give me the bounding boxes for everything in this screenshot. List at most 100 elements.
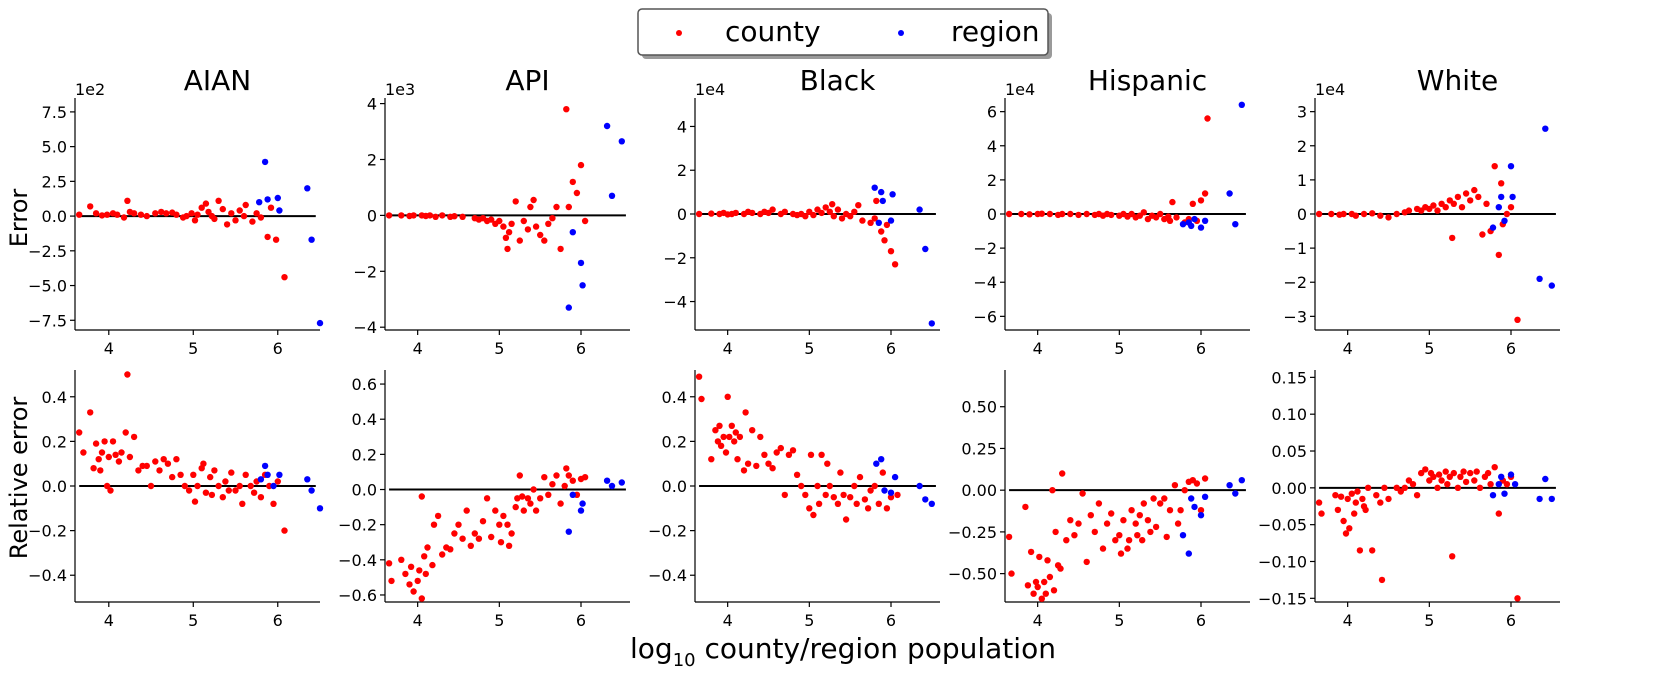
county-point	[553, 472, 560, 479]
y-tick-label: 0	[987, 205, 997, 224]
county-point	[1430, 473, 1437, 480]
county-point	[527, 203, 534, 211]
county-point	[1360, 210, 1368, 218]
county-point	[802, 213, 809, 220]
county-point	[1038, 595, 1046, 602]
x-tick-label: 6	[273, 611, 283, 630]
county-point	[732, 429, 739, 436]
y-tick-label: 0	[1297, 205, 1307, 224]
x-tick-label: 5	[804, 339, 814, 358]
county-point	[722, 449, 730, 456]
county-point	[541, 237, 548, 244]
county-point	[520, 507, 527, 514]
county-point	[883, 221, 891, 229]
county-point	[1315, 210, 1323, 218]
region-point	[1542, 125, 1549, 132]
region-point	[1542, 475, 1549, 483]
county-point	[565, 472, 572, 479]
y-tick-label: 7.5	[42, 103, 67, 122]
county-point	[1487, 481, 1494, 488]
region-point	[1548, 495, 1556, 503]
county-point	[887, 248, 895, 255]
county-point	[1354, 488, 1361, 495]
region-point	[308, 487, 315, 494]
county-point	[1032, 578, 1040, 586]
county-point	[1147, 528, 1154, 536]
y-tick-label: −3	[1283, 307, 1307, 326]
county-point	[1201, 475, 1209, 482]
county-point	[118, 449, 125, 456]
county-point	[740, 467, 748, 474]
county-point	[1024, 582, 1032, 589]
county-point	[274, 478, 281, 485]
county-point	[1442, 468, 1449, 475]
county-point	[545, 491, 552, 498]
county-point	[519, 493, 526, 500]
county-point	[126, 453, 134, 461]
county-point	[781, 491, 788, 499]
county-point	[1418, 469, 1425, 477]
county-point	[1359, 495, 1366, 503]
county-point	[1377, 499, 1384, 506]
legend: county region	[637, 8, 1052, 59]
y-tick-label: −0.15	[1258, 589, 1307, 608]
county-point	[502, 234, 510, 241]
county-point	[488, 216, 495, 223]
y-tick-label: 0.0	[352, 481, 377, 500]
x-tick-label: 5	[804, 611, 814, 630]
county-point	[1449, 234, 1456, 242]
county-point	[1369, 210, 1376, 217]
county-point	[1034, 583, 1041, 591]
y-tick-label: 1	[1297, 171, 1307, 190]
county-point	[1036, 553, 1043, 561]
county-point	[1049, 487, 1056, 494]
county-point	[891, 261, 899, 268]
county-point	[1103, 520, 1111, 527]
region-point	[270, 482, 277, 490]
county-point	[1364, 484, 1372, 491]
x-tick-label: 5	[188, 339, 198, 358]
county-point	[281, 274, 288, 281]
y-tick-label: −2	[663, 249, 687, 268]
county-point	[838, 215, 846, 222]
x-tick-label: 6	[576, 611, 586, 630]
county-point	[223, 221, 231, 228]
county-point	[1204, 115, 1211, 122]
region-point	[873, 460, 880, 467]
county-point	[267, 204, 275, 211]
county-point	[553, 203, 560, 211]
county-point	[200, 460, 207, 467]
county-point	[1434, 484, 1441, 491]
y-tick-label: 0.0	[42, 207, 67, 226]
region-point	[879, 197, 886, 205]
region-point	[1197, 512, 1205, 519]
county-point	[1491, 464, 1498, 471]
county-point	[1385, 214, 1392, 221]
county-point	[173, 456, 180, 463]
county-point	[798, 482, 805, 490]
region-point	[565, 304, 572, 311]
county-point	[1409, 481, 1417, 488]
county-point	[232, 487, 239, 494]
county-point	[242, 471, 249, 478]
county-point	[1332, 492, 1339, 499]
panel-title: AIAN	[184, 64, 252, 97]
county-point	[761, 451, 768, 458]
county-point	[406, 581, 413, 588]
county-point	[253, 210, 260, 217]
county-point	[463, 507, 470, 514]
county-point	[1201, 190, 1209, 197]
panel-black-relative-error: −0.4 −0.2 0.0 0.2 0.4 4 5 6	[648, 370, 940, 630]
region-point	[577, 507, 585, 514]
county-point	[777, 444, 784, 452]
county-point	[1166, 217, 1174, 224]
county-point	[1471, 477, 1478, 484]
county-point	[103, 482, 111, 490]
county-point	[1346, 525, 1353, 532]
county-point	[851, 482, 858, 490]
county-point	[479, 518, 487, 525]
county-point	[1027, 548, 1035, 556]
region-point	[579, 500, 586, 507]
county-point	[1108, 211, 1115, 219]
county-point	[732, 209, 739, 217]
